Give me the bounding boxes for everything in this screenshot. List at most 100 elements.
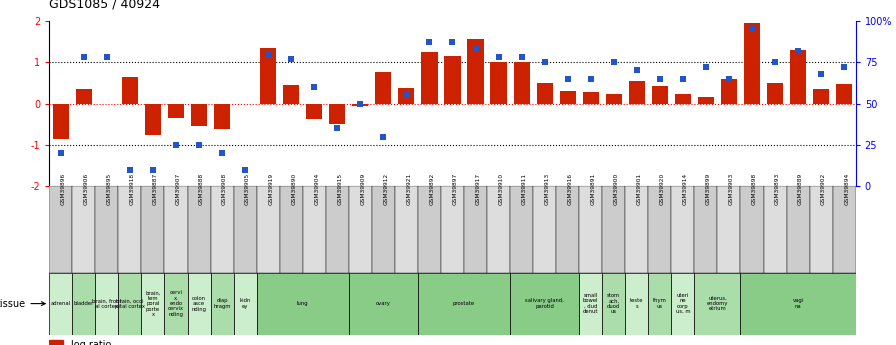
Point (791, 48, 806, 53)
Point (561, 76, 575, 81)
Point (99, 55, 114, 60)
Text: GSM39893: GSM39893 (775, 173, 780, 205)
Point (514, 55, 529, 60)
Bar (306, 104, 323, 119)
Bar (191, 104, 207, 126)
Point (123, 167, 137, 172)
Point (722, 76, 737, 81)
Bar (421, 52, 437, 104)
Text: GSM39896: GSM39896 (61, 173, 65, 205)
Point (676, 76, 690, 81)
Bar (698, 97, 714, 104)
Text: GSM39887: GSM39887 (153, 173, 158, 205)
Bar (649, 273, 671, 335)
Point (77, 55, 91, 60)
Bar (165, 273, 187, 335)
Point (168, 142, 183, 148)
Bar (444, 56, 461, 104)
Point (699, 64, 713, 70)
Text: GSM39912: GSM39912 (383, 173, 388, 205)
Bar (675, 94, 691, 104)
Bar (629, 81, 645, 104)
Bar (533, 186, 556, 273)
Text: GSM39918: GSM39918 (130, 173, 135, 205)
Bar (211, 273, 234, 335)
Bar (767, 83, 783, 104)
Bar (118, 186, 142, 273)
Point (814, 71, 828, 77)
Point (146, 167, 160, 172)
Bar (118, 273, 142, 335)
Text: GSM39916: GSM39916 (568, 173, 573, 205)
Text: log ratio: log ratio (72, 340, 112, 345)
Bar (280, 186, 303, 273)
Text: uterus,
endomy
etrium: uterus, endomy etrium (707, 296, 728, 312)
Text: GSM39921: GSM39921 (407, 173, 411, 205)
Point (400, 92, 414, 98)
Text: lung: lung (297, 301, 308, 306)
Bar (625, 186, 649, 273)
Text: ovary: ovary (376, 301, 391, 306)
Point (837, 64, 851, 70)
Text: GSM39906: GSM39906 (84, 173, 89, 205)
Point (745, 26, 759, 32)
Bar (625, 273, 649, 335)
Text: GSM39901: GSM39901 (637, 173, 642, 205)
Bar (418, 186, 441, 273)
Text: GSM39904: GSM39904 (314, 173, 319, 205)
Text: GSM39914: GSM39914 (683, 173, 688, 205)
Text: GSM39910: GSM39910 (498, 173, 504, 205)
Bar (694, 273, 740, 335)
Point (284, 56, 298, 61)
Text: GSM39894: GSM39894 (844, 173, 849, 205)
Bar (740, 273, 856, 335)
Text: prostate: prostate (453, 301, 475, 306)
Text: GSM39890: GSM39890 (291, 173, 297, 205)
Bar (510, 273, 579, 335)
Text: stom
ach,
duod
us: stom ach, duod us (607, 293, 620, 314)
Bar (744, 23, 760, 103)
Bar (165, 186, 187, 273)
Text: GSM39909: GSM39909 (360, 173, 366, 205)
Bar (349, 186, 372, 273)
Bar (418, 273, 510, 335)
Text: GSM39915: GSM39915 (337, 173, 342, 205)
Text: GSM39919: GSM39919 (268, 173, 273, 205)
Point (630, 68, 644, 73)
Bar (602, 186, 625, 273)
Text: GSM39892: GSM39892 (429, 173, 435, 205)
Text: GSM39895: GSM39895 (107, 173, 112, 205)
Bar (602, 273, 625, 335)
Bar (187, 273, 211, 335)
Bar (372, 186, 395, 273)
Bar (214, 104, 230, 129)
Bar (234, 273, 256, 335)
Text: adrenal: adrenal (51, 301, 71, 306)
Point (607, 59, 621, 65)
Text: brain, front
al cortex: brain, front al cortex (92, 298, 122, 309)
Point (652, 76, 667, 81)
Bar (73, 186, 95, 273)
Bar (579, 273, 602, 335)
Text: GSM39908: GSM39908 (222, 173, 227, 205)
Bar (740, 186, 763, 273)
Point (445, 39, 460, 45)
Text: teste
s: teste s (630, 298, 643, 309)
Text: GSM39905: GSM39905 (246, 173, 250, 205)
Point (469, 46, 483, 52)
Bar (560, 91, 576, 103)
Text: GSM39889: GSM39889 (798, 173, 803, 205)
Point (215, 150, 229, 156)
Point (238, 167, 253, 172)
Bar (790, 50, 806, 104)
Bar (606, 94, 622, 104)
Bar (721, 79, 737, 103)
Text: GSM39891: GSM39891 (590, 173, 596, 205)
Bar (73, 273, 95, 335)
Bar (234, 186, 256, 273)
Text: thym
us: thym us (653, 298, 667, 309)
Bar (810, 186, 832, 273)
Text: tissue: tissue (0, 299, 46, 308)
Text: brain, occi
pital cortex: brain, occi pital cortex (115, 298, 145, 309)
Bar (649, 186, 671, 273)
